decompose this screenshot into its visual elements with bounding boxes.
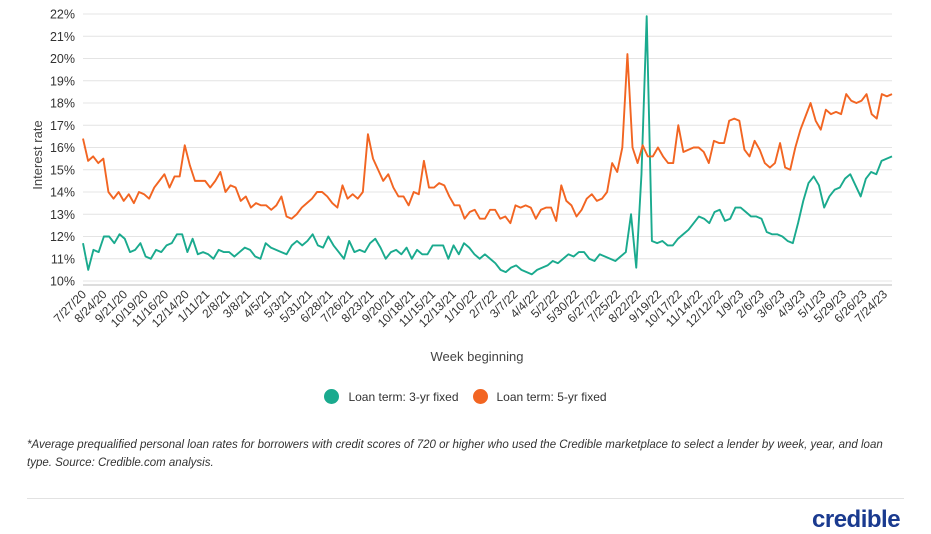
y-tick-label: 15%: [50, 163, 75, 177]
y-tick-label: 12%: [50, 230, 75, 244]
y-tick-label: 20%: [50, 52, 75, 66]
legend-item-5yr[interactable]: Loan term: 5-yr fixed: [472, 389, 607, 404]
legend-item-3yr[interactable]: Loan term: 3-yr fixed: [324, 389, 459, 404]
series-line-3yr: [82, 15, 893, 276]
y-tick-label: 11%: [51, 252, 75, 266]
x-axis-ticks: 7/27/208/24/209/21/2010/19/2011/16/2012/…: [51, 287, 890, 330]
gridlines: [83, 13, 892, 282]
legend-label-3yr: Loan term: 3-yr fixed: [348, 389, 459, 404]
legend: Loan term: 3-yr fixed Loan term: 5-yr fi…: [0, 389, 931, 404]
divider: [27, 498, 904, 499]
credible-logo[interactable]: credible: [812, 506, 901, 533]
legend-marker-3yr: [324, 389, 340, 404]
series-lines: [82, 15, 893, 276]
y-tick-label: 14%: [50, 186, 75, 200]
legend-label-5yr: Loan term: 5-yr fixed: [496, 389, 607, 404]
y-tick-label: 18%: [50, 97, 75, 111]
line-chart: 10%11%12%13%14%15%16%17%18%19%20%21%22% …: [30, 8, 893, 364]
y-tick-label: 13%: [50, 208, 75, 222]
legend-marker-5yr: [472, 389, 488, 404]
y-tick-label: 22%: [50, 8, 75, 22]
y-tick-label: 16%: [50, 141, 75, 155]
y-axis-title: Interest rate: [30, 120, 45, 189]
series-line-5yr: [82, 53, 893, 225]
footnote: *Average prequalified personal loan rate…: [27, 439, 883, 469]
y-tick-label: 21%: [50, 30, 75, 44]
y-axis-ticks: 10% 11% 12% 13% 14% 15% 16% 17% 18% 19% 20% 21% 22%: [50, 8, 75, 289]
y-tick-label: 19%: [50, 74, 75, 88]
y-tick-label: 10%: [50, 275, 75, 289]
x-axis-title: Week beginning: [431, 349, 524, 364]
y-tick-label: 17%: [50, 119, 75, 133]
